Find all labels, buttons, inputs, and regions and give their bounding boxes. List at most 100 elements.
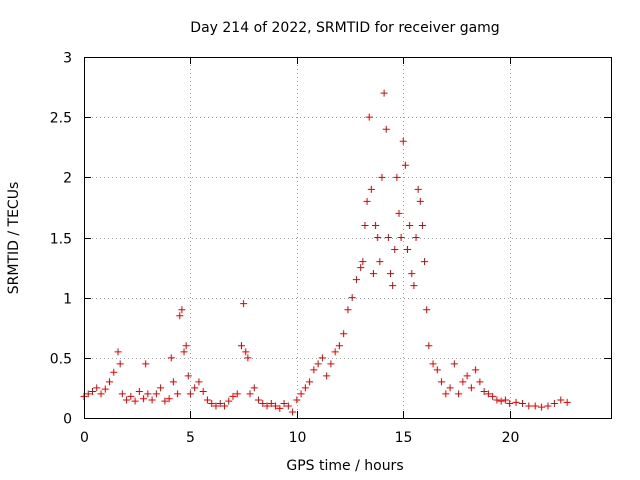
data-point <box>418 221 426 229</box>
data-point <box>414 185 422 193</box>
data-point <box>433 366 441 374</box>
data-point <box>229 392 237 400</box>
data-point <box>246 390 254 398</box>
data-point <box>169 378 177 386</box>
data-point <box>374 234 382 241</box>
x-tick-label: 20 <box>502 430 520 446</box>
data-point <box>361 221 369 229</box>
y-tick-label: 0.5 <box>50 352 72 368</box>
data-point <box>323 372 331 380</box>
x-tick-label: 0 <box>80 430 89 446</box>
y-tick-label: 2.5 <box>50 111 72 127</box>
data-point <box>365 113 373 121</box>
data-point <box>297 390 305 398</box>
data-point <box>525 402 533 410</box>
data-point <box>157 384 165 392</box>
data-point <box>401 161 409 169</box>
data-point <box>176 312 184 320</box>
data-point <box>118 390 126 398</box>
data-point <box>167 354 175 362</box>
data-point <box>238 342 246 350</box>
data-point <box>301 384 309 392</box>
data-point <box>376 258 384 266</box>
data-point <box>497 397 505 405</box>
data-point <box>263 402 271 410</box>
data-point <box>512 398 520 406</box>
plot-frame <box>84 57 612 419</box>
data-point <box>476 378 484 386</box>
data-point <box>493 396 501 404</box>
data-point <box>367 185 375 193</box>
data-point <box>259 400 267 408</box>
data-points <box>80 89 571 416</box>
data-point <box>144 390 152 398</box>
data-point <box>380 89 388 97</box>
data-point <box>195 378 203 386</box>
data-point <box>463 372 471 380</box>
data-point <box>429 360 437 368</box>
data-point <box>423 306 431 314</box>
data-point <box>550 400 558 408</box>
data-point <box>184 372 192 380</box>
data-point <box>348 294 356 302</box>
data-point <box>152 390 160 398</box>
data-point <box>404 246 412 254</box>
data-point <box>357 264 365 272</box>
data-point <box>391 246 399 254</box>
data-point <box>506 400 514 408</box>
data-point <box>220 402 228 410</box>
data-point <box>161 397 169 405</box>
data-point <box>501 396 509 404</box>
data-point <box>182 342 190 350</box>
data-point <box>306 378 314 386</box>
data-point <box>446 384 454 392</box>
data-point <box>438 378 446 386</box>
data-point <box>459 378 467 386</box>
data-point <box>518 400 526 408</box>
data-point <box>89 388 97 396</box>
data-point <box>240 300 248 308</box>
data-point <box>142 360 150 368</box>
data-point <box>93 384 101 392</box>
data-point <box>101 385 109 393</box>
data-point <box>114 348 122 356</box>
x-axis-label: GPS time / hours <box>286 458 403 474</box>
data-point <box>212 402 220 410</box>
data-point <box>123 396 131 404</box>
data-point <box>335 342 343 350</box>
data-point <box>421 258 429 266</box>
data-point <box>272 402 280 410</box>
data-point <box>455 390 463 398</box>
data-point <box>233 390 241 398</box>
y-tick-label: 2 <box>63 171 72 187</box>
data-point <box>208 400 216 408</box>
x-tick-label: 15 <box>395 430 413 446</box>
data-point <box>408 270 416 278</box>
data-point <box>97 390 105 398</box>
data-point <box>165 395 173 403</box>
data-point <box>310 366 318 374</box>
data-point <box>244 354 252 362</box>
data-point <box>267 400 275 408</box>
data-point <box>199 388 207 396</box>
data-point <box>467 384 475 392</box>
data-point <box>318 354 326 362</box>
data-point <box>344 306 352 314</box>
data-point <box>363 197 371 205</box>
data-point <box>284 402 292 410</box>
data-point <box>531 402 539 410</box>
y-tick-label: 1.5 <box>50 232 72 248</box>
data-point <box>544 402 552 410</box>
data-point <box>480 388 488 396</box>
data-point <box>127 392 135 400</box>
data-point <box>382 125 390 133</box>
data-point <box>225 397 233 405</box>
data-point <box>378 173 386 181</box>
y-tick-label: 3 <box>63 51 72 67</box>
data-point <box>140 395 148 403</box>
y-axis-label: SRMTID / TECUs <box>6 182 22 295</box>
data-point <box>110 368 118 376</box>
data-point <box>412 234 420 241</box>
data-point <box>116 360 124 368</box>
x-tick-label: 10 <box>289 430 307 446</box>
